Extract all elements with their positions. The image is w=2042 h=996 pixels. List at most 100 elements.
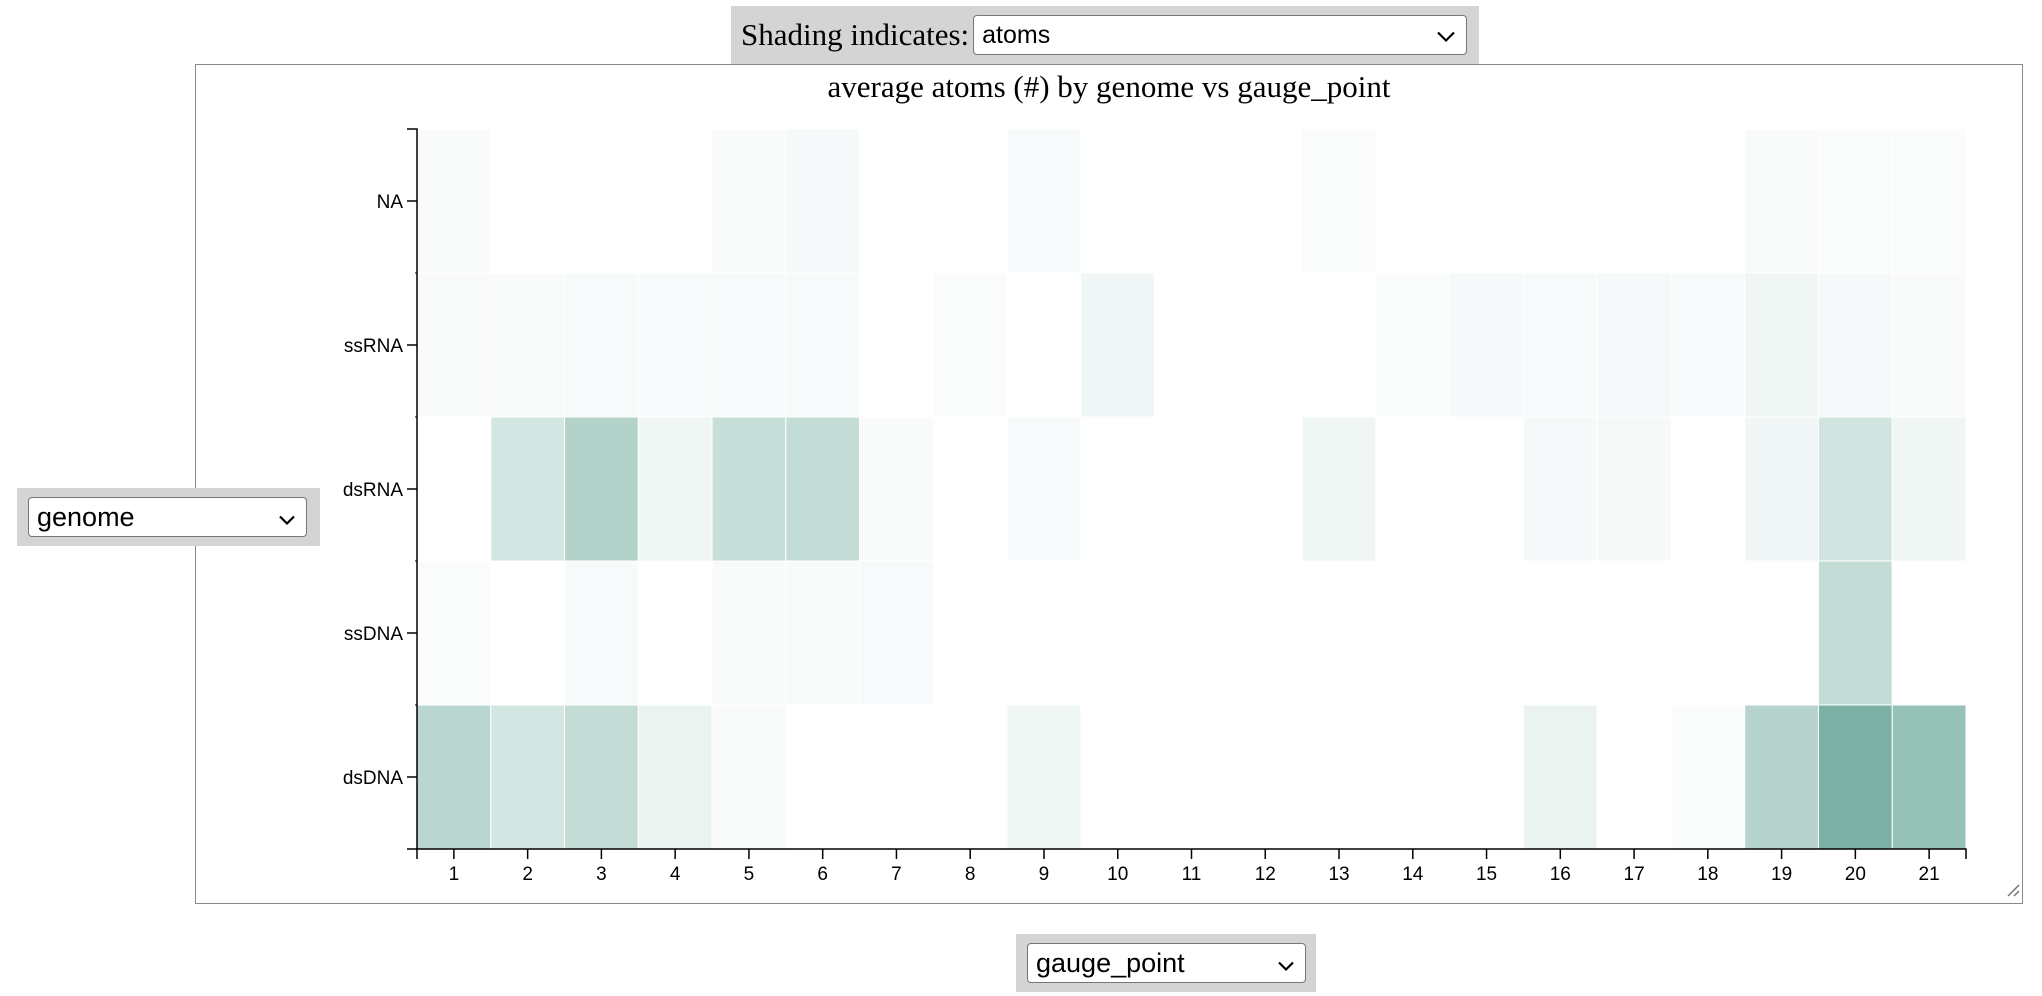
heatmap-cell[interactable] bbox=[1080, 128, 1156, 274]
resize-grip-icon[interactable] bbox=[2004, 881, 2020, 901]
heatmap-cell[interactable] bbox=[932, 416, 1008, 562]
heatmap-cell[interactable] bbox=[416, 272, 492, 418]
heatmap-cell[interactable] bbox=[416, 704, 492, 850]
heatmap-cell[interactable] bbox=[1670, 128, 1746, 274]
heatmap-cell[interactable] bbox=[1154, 560, 1229, 706]
heatmap-cell[interactable] bbox=[1744, 704, 1819, 850]
heatmap-cell[interactable] bbox=[564, 560, 639, 706]
heatmap-cell[interactable] bbox=[1375, 272, 1451, 418]
heatmap-cell[interactable] bbox=[637, 704, 713, 850]
heatmap-cell[interactable] bbox=[1227, 704, 1303, 850]
heatmap-cell[interactable] bbox=[1817, 704, 1893, 850]
shading-select[interactable]: atoms bbox=[973, 15, 1468, 55]
heatmap-cell[interactable] bbox=[637, 560, 713, 706]
heatmap-cell[interactable] bbox=[1154, 128, 1229, 274]
heatmap-cell[interactable] bbox=[1080, 704, 1156, 850]
heatmap-cell[interactable] bbox=[564, 128, 639, 274]
heatmap-cell[interactable] bbox=[1596, 704, 1672, 850]
heatmap-cell[interactable] bbox=[1449, 272, 1524, 418]
heatmap-cell[interactable] bbox=[711, 272, 787, 418]
heatmap-cell[interactable] bbox=[1006, 704, 1082, 850]
heatmap-cell[interactable] bbox=[859, 560, 934, 706]
heatmap-cell[interactable] bbox=[416, 128, 492, 274]
heatmap-cell[interactable] bbox=[1449, 416, 1524, 562]
heatmap-cell[interactable] bbox=[1375, 416, 1451, 562]
heatmap-cell[interactable] bbox=[1817, 272, 1893, 418]
heatmap-cell[interactable] bbox=[1080, 560, 1156, 706]
heatmap-cell[interactable] bbox=[785, 560, 861, 706]
heatmap-cell[interactable] bbox=[416, 416, 492, 562]
heatmap-cell[interactable] bbox=[1449, 560, 1524, 706]
heatmap-cell[interactable] bbox=[1744, 416, 1819, 562]
heatmap-cell[interactable] bbox=[1522, 416, 1598, 562]
heatmap-cell[interactable] bbox=[711, 416, 787, 562]
heatmap-cell[interactable] bbox=[1301, 416, 1377, 562]
heatmap-cell[interactable] bbox=[1301, 704, 1377, 850]
heatmap-cell[interactable] bbox=[1670, 416, 1746, 562]
heatmap-cell[interactable] bbox=[932, 128, 1008, 274]
heatmap-cell[interactable] bbox=[932, 704, 1008, 850]
heatmap-cell[interactable] bbox=[1596, 416, 1672, 562]
heatmap-cell[interactable] bbox=[1375, 560, 1451, 706]
heatmap-cell[interactable] bbox=[416, 560, 492, 706]
heatmap-cell[interactable] bbox=[859, 416, 934, 562]
heatmap-cell[interactable] bbox=[1891, 704, 1967, 850]
heatmap-cell[interactable] bbox=[1596, 560, 1672, 706]
heatmap-cell[interactable] bbox=[490, 416, 566, 562]
heatmap-cell[interactable] bbox=[637, 128, 713, 274]
heatmap-cell[interactable] bbox=[564, 272, 639, 418]
heatmap-cell[interactable] bbox=[1154, 704, 1229, 850]
heatmap-cell[interactable] bbox=[711, 560, 787, 706]
heatmap-cell[interactable] bbox=[1670, 704, 1746, 850]
heatmap-cell[interactable] bbox=[859, 272, 934, 418]
heatmap-cell[interactable] bbox=[1227, 560, 1303, 706]
heatmap-cell[interactable] bbox=[564, 704, 639, 850]
heatmap-cell[interactable] bbox=[1891, 128, 1967, 274]
row-variable-select[interactable]: genome bbox=[28, 497, 307, 537]
heatmap-cell[interactable] bbox=[1006, 128, 1082, 274]
heatmap-cell[interactable] bbox=[1891, 272, 1967, 418]
heatmap-cell[interactable] bbox=[1080, 416, 1156, 562]
heatmap-cell[interactable] bbox=[785, 704, 861, 850]
heatmap-cell[interactable] bbox=[1744, 560, 1819, 706]
heatmap-cell[interactable] bbox=[1891, 416, 1967, 562]
heatmap-cell[interactable] bbox=[1596, 128, 1672, 274]
heatmap-cell[interactable] bbox=[785, 272, 861, 418]
heatmap-cell[interactable] bbox=[1227, 272, 1303, 418]
heatmap-cell[interactable] bbox=[490, 128, 566, 274]
heatmap-cell[interactable] bbox=[1227, 128, 1303, 274]
heatmap-cell[interactable] bbox=[1744, 128, 1819, 274]
heatmap-cell[interactable] bbox=[1817, 560, 1893, 706]
heatmap-cell[interactable] bbox=[1006, 272, 1082, 418]
heatmap-cell[interactable] bbox=[1522, 272, 1598, 418]
heatmap-cell[interactable] bbox=[932, 272, 1008, 418]
column-variable-select[interactable]: gauge_point bbox=[1027, 943, 1306, 983]
heatmap-cell[interactable] bbox=[711, 704, 787, 850]
heatmap-cell[interactable] bbox=[1301, 272, 1377, 418]
heatmap-cell[interactable] bbox=[1006, 416, 1082, 562]
heatmap-cell[interactable] bbox=[1449, 704, 1524, 850]
heatmap-cell[interactable] bbox=[1670, 560, 1746, 706]
heatmap-cell[interactable] bbox=[1522, 560, 1598, 706]
heatmap-cell[interactable] bbox=[785, 128, 861, 274]
heatmap-cell[interactable] bbox=[1154, 416, 1229, 562]
heatmap-cell[interactable] bbox=[637, 272, 713, 418]
heatmap-cell[interactable] bbox=[1596, 272, 1672, 418]
heatmap-cell[interactable] bbox=[1080, 272, 1156, 418]
heatmap-cell[interactable] bbox=[1522, 704, 1598, 850]
heatmap-cell[interactable] bbox=[1817, 416, 1893, 562]
heatmap-cell[interactable] bbox=[1301, 128, 1377, 274]
heatmap-cell[interactable] bbox=[859, 128, 934, 274]
heatmap-cell[interactable] bbox=[1006, 560, 1082, 706]
heatmap-cell[interactable] bbox=[1154, 272, 1229, 418]
heatmap-cell[interactable] bbox=[1817, 128, 1893, 274]
heatmap-cell[interactable] bbox=[1891, 560, 1967, 706]
heatmap-cell[interactable] bbox=[490, 272, 566, 418]
heatmap-cell[interactable] bbox=[932, 560, 1008, 706]
heatmap-cell[interactable] bbox=[785, 416, 861, 562]
heatmap-cell[interactable] bbox=[637, 416, 713, 562]
heatmap-cell[interactable] bbox=[1449, 128, 1524, 274]
heatmap-cell[interactable] bbox=[1375, 128, 1451, 274]
heatmap-cell[interactable] bbox=[859, 704, 934, 850]
heatmap-cell[interactable] bbox=[1522, 128, 1598, 274]
